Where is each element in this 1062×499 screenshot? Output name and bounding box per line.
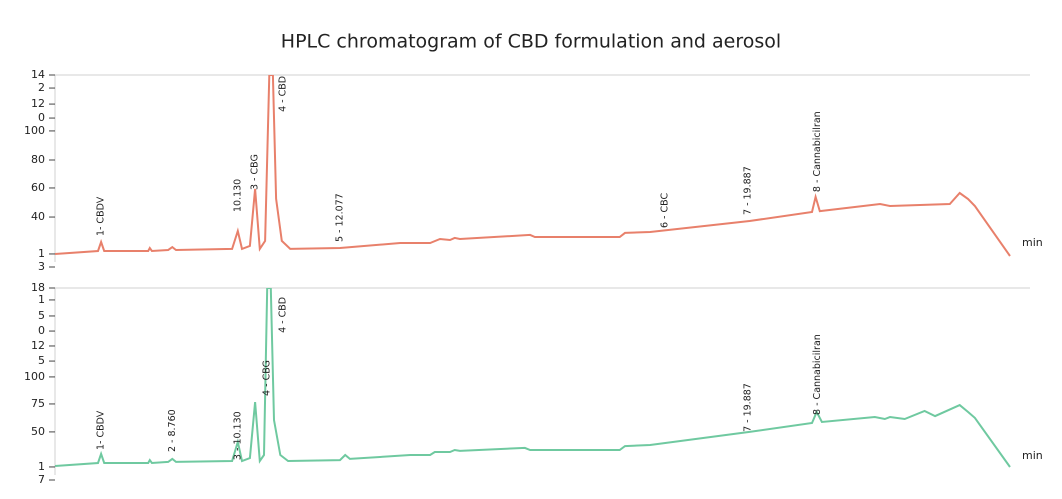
y-tick-label: 50	[31, 425, 45, 438]
y-tick-label: 3	[38, 260, 45, 273]
y-tick-label: 0	[38, 111, 45, 124]
y-tick-label: 12	[31, 339, 45, 352]
peak-label: 6 - CBC	[659, 193, 670, 228]
peak-label: 1- CBDV	[96, 410, 107, 450]
chart-title: HPLC chromatogram of CBD formulation and…	[281, 31, 781, 53]
x-axis-label: min	[1022, 236, 1043, 249]
peak-label: 10.130	[232, 179, 243, 212]
y-tick-label: 12	[31, 97, 45, 110]
peak-label: 3 - 10.130	[232, 411, 243, 460]
x-axis-label: min	[1022, 449, 1043, 462]
trace	[55, 288, 1011, 468]
peak-label: 7 - 19.887	[743, 166, 754, 215]
y-tick-label: 0	[38, 324, 45, 337]
plot-frame	[54, 74, 1030, 262]
peak-label: 4 - CBD	[277, 297, 288, 333]
peak-label: 3 - CBG	[250, 154, 261, 190]
peak-label: 4 - CBD	[277, 76, 288, 112]
y-tick-label: 5	[38, 309, 45, 322]
y-tick-label: 1	[38, 247, 45, 260]
peak-label: 5 - 12.077	[334, 193, 345, 242]
trace	[55, 75, 1011, 257]
y-tick-label: 80	[31, 153, 45, 166]
peak-label: 8 - Cannabicilran	[812, 111, 823, 192]
y-tick-label: 1	[38, 460, 45, 473]
plot-frame	[54, 287, 1030, 475]
y-tick-label: 14	[31, 68, 45, 81]
y-tick-label: 40	[31, 210, 45, 223]
y-tick-label: 5	[38, 354, 45, 367]
peak-label: 2 - 8.760	[167, 409, 178, 452]
y-tick-label: 1	[38, 293, 45, 306]
y-tick-label: 18	[31, 281, 45, 294]
peak-label: 4 - CBG	[262, 360, 273, 396]
peak-label: 7 - 19.887	[743, 383, 754, 432]
y-tick-label: 2	[38, 81, 45, 94]
y-tick-label: 100	[24, 124, 45, 137]
y-tick-label: 75	[31, 397, 45, 410]
y-tick-label: 60	[31, 181, 45, 194]
peak-label: 8 - Cannabicilran	[812, 334, 823, 415]
y-tick-label: 7	[38, 473, 45, 486]
peak-label: 1- CBDV	[96, 196, 107, 236]
y-tick-label: 100	[24, 370, 45, 383]
